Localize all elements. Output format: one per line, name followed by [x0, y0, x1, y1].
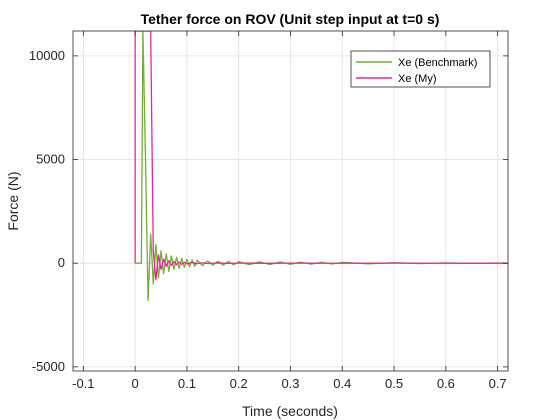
series-line-benchmark — [135, 31, 508, 302]
x-tick-label: 0 — [132, 376, 139, 391]
x-tick-label: 0.7 — [489, 376, 507, 391]
x-tick-label: 0.2 — [230, 376, 248, 391]
x-tick-label: 0.4 — [333, 376, 351, 391]
data-series — [134, 31, 508, 302]
x-axis-label: Time (seconds) — [242, 403, 338, 419]
legend: Xe (Benchmark) Xe (My) — [350, 50, 491, 88]
y-tick-label: 0 — [58, 255, 65, 270]
x-tick-label: 0.6 — [437, 376, 455, 391]
x-tick-label: 0.5 — [385, 376, 403, 391]
x-tick-label: 0.1 — [178, 376, 196, 391]
chart-title: Tether force on ROV (Unit step input at … — [141, 11, 440, 27]
y-axis-label: Force (N) — [5, 171, 21, 230]
y-axis-ticks: -5000 0 5000 10000 — [29, 48, 508, 374]
x-axis-ticks: -0.1 0 0.1 0.2 0.3 0.4 0.5 0.6 0.7 — [72, 31, 507, 391]
x-tick-label: -0.1 — [72, 376, 94, 391]
y-tick-label: 5000 — [36, 152, 65, 167]
legend-label-benchmark: Xe (Benchmark) — [398, 57, 477, 69]
legend-label-my: Xe (My) — [398, 73, 437, 85]
y-tick-label: 10000 — [29, 48, 65, 63]
legend-box — [350, 50, 491, 88]
y-tick-label: -5000 — [32, 359, 65, 374]
x-tick-label: 0.3 — [281, 376, 299, 391]
series-line-my — [134, 31, 508, 281]
